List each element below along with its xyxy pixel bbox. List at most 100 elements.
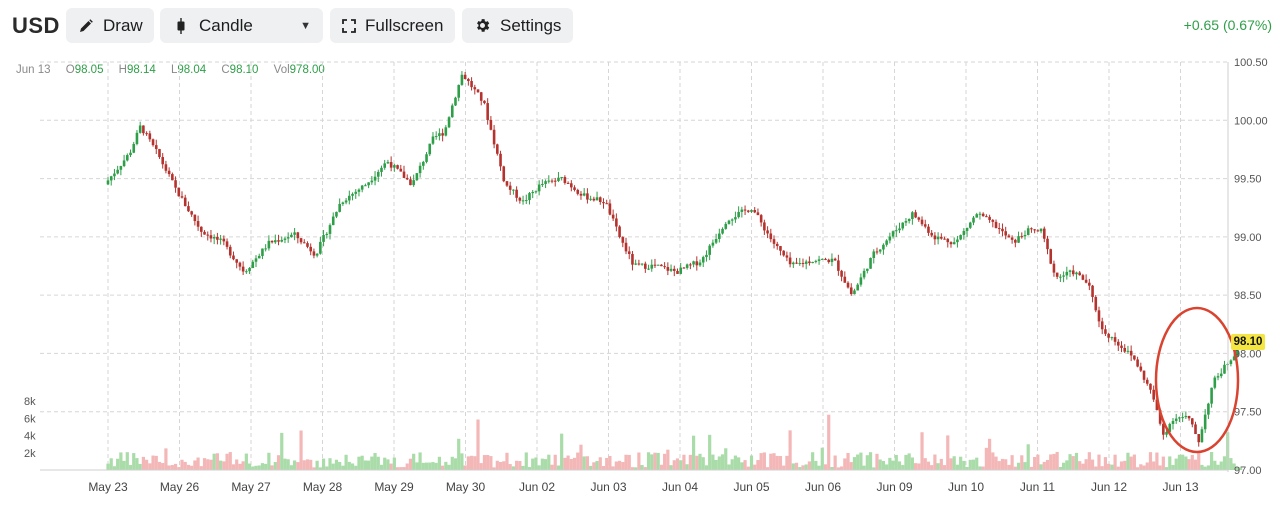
candle-body bbox=[415, 173, 419, 181]
volume-bar bbox=[328, 458, 332, 470]
candle-body bbox=[624, 242, 628, 252]
volume-bar bbox=[865, 455, 869, 470]
candle-body bbox=[962, 230, 966, 236]
volume-bar bbox=[550, 464, 554, 470]
volume-bar bbox=[395, 467, 400, 470]
volume-bar bbox=[225, 453, 229, 470]
candle-body bbox=[866, 268, 869, 271]
candle-body bbox=[573, 187, 576, 190]
candle-body bbox=[631, 253, 634, 265]
volume-bar bbox=[196, 457, 200, 470]
candle-body bbox=[296, 232, 300, 239]
volume-bar bbox=[627, 454, 631, 470]
candle-body bbox=[380, 167, 383, 172]
date-tick-label: Jun 03 bbox=[590, 480, 626, 494]
candle-body bbox=[756, 212, 760, 216]
volume-bar bbox=[1219, 461, 1223, 470]
candle-body bbox=[534, 191, 538, 193]
volume-bar bbox=[1129, 456, 1133, 470]
symbol-label: USD bbox=[12, 13, 60, 38]
volume-bar bbox=[447, 464, 451, 470]
volume-bar bbox=[1061, 462, 1066, 470]
settings-button[interactable]: Settings bbox=[462, 8, 573, 43]
volume-bar bbox=[367, 460, 371, 470]
candle-body bbox=[846, 282, 850, 288]
fullscreen-button[interactable]: Fullscreen bbox=[330, 8, 455, 43]
candle-body bbox=[553, 180, 557, 182]
volume-bar bbox=[601, 466, 606, 470]
volume-bar bbox=[1026, 444, 1030, 470]
volume-bar bbox=[1222, 456, 1227, 470]
volume-bar bbox=[1152, 461, 1156, 470]
candle-body bbox=[412, 180, 415, 186]
volume-bar bbox=[1206, 465, 1210, 470]
candle-body bbox=[875, 251, 879, 253]
candle-body bbox=[692, 261, 695, 265]
volume-bar bbox=[267, 452, 271, 470]
volume-bar bbox=[608, 456, 612, 470]
price-tick-label: 97.00 bbox=[1234, 465, 1262, 477]
candle-body bbox=[1116, 341, 1120, 346]
candle-body bbox=[267, 240, 271, 249]
candle-body bbox=[592, 198, 596, 201]
candle-body bbox=[1004, 231, 1007, 236]
candle-body bbox=[109, 176, 113, 181]
candle-body bbox=[370, 180, 374, 183]
candle-body bbox=[206, 234, 210, 236]
candle-body bbox=[714, 238, 718, 243]
volume-bar bbox=[720, 454, 725, 470]
highlight-circle bbox=[1154, 306, 1240, 454]
volume-bar bbox=[991, 452, 995, 470]
candle-body bbox=[907, 219, 911, 222]
volume-bar bbox=[1187, 459, 1191, 470]
chart-type-dropdown[interactable]: Candle ▼ bbox=[160, 8, 323, 43]
ohlc-close: C98.10 bbox=[221, 64, 259, 76]
candle-body bbox=[792, 262, 795, 265]
volume-bar bbox=[283, 458, 287, 470]
candle-body bbox=[788, 257, 792, 265]
draw-button[interactable]: Draw bbox=[66, 8, 154, 43]
candle-body bbox=[126, 155, 129, 161]
candle-body bbox=[560, 177, 563, 179]
candle-body bbox=[1158, 409, 1162, 424]
volume-bar bbox=[357, 456, 361, 470]
volume-bar bbox=[888, 457, 892, 470]
volume-bar bbox=[881, 460, 886, 470]
candle-body bbox=[627, 251, 631, 254]
volume-bar bbox=[437, 456, 442, 470]
volume-bar bbox=[891, 460, 895, 470]
volume-bar bbox=[740, 462, 744, 470]
ohlc-volume: Vol978.00 bbox=[273, 64, 325, 76]
volume-bar bbox=[363, 460, 367, 470]
candle-body bbox=[331, 216, 335, 226]
volume-bar bbox=[338, 461, 342, 470]
candle-body bbox=[1152, 389, 1155, 400]
candle-body bbox=[1107, 333, 1110, 338]
volume-bar bbox=[769, 453, 773, 470]
candle-body bbox=[283, 238, 287, 240]
volume-bar bbox=[421, 462, 425, 470]
candle-body bbox=[209, 235, 213, 239]
volume-bar bbox=[749, 455, 754, 470]
candle-body bbox=[946, 238, 950, 243]
volume-bar bbox=[1142, 465, 1146, 470]
candle-body bbox=[248, 268, 251, 272]
candle-body bbox=[1036, 230, 1040, 232]
candle-body bbox=[833, 258, 837, 261]
volume-bar bbox=[344, 454, 348, 470]
candles bbox=[106, 71, 1242, 447]
candle-body bbox=[701, 257, 705, 263]
candle-body bbox=[454, 97, 457, 106]
candle-body bbox=[827, 259, 831, 263]
volume-bar bbox=[1023, 462, 1027, 470]
candle-body bbox=[167, 170, 171, 175]
volume-bar bbox=[711, 454, 715, 470]
volume-bar bbox=[939, 458, 943, 470]
volume-bar bbox=[537, 465, 541, 470]
volume-bar bbox=[936, 463, 940, 470]
candle-body bbox=[637, 263, 641, 265]
candle-body bbox=[914, 212, 917, 218]
volume-bar bbox=[1210, 452, 1214, 470]
volume-bar bbox=[135, 458, 139, 470]
